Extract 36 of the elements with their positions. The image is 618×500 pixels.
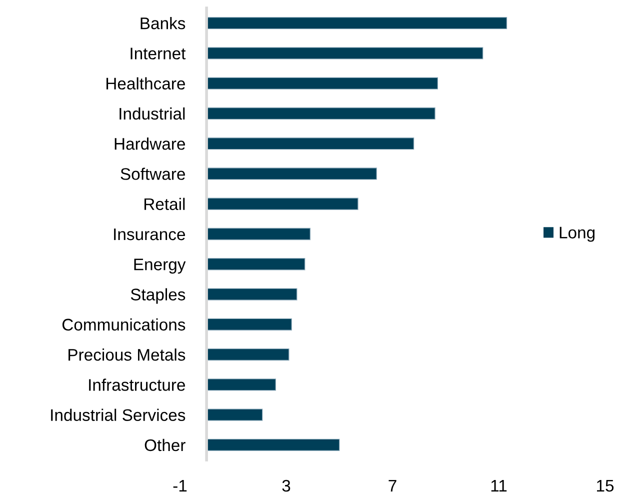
x-tick-label: 7	[388, 480, 396, 492]
x-tick-label: -1	[173, 480, 187, 492]
x-tick-label: 11	[491, 480, 507, 492]
bar	[206, 138, 414, 150]
y-tick-label: Staples	[130, 288, 186, 304]
bar	[206, 318, 292, 330]
y-tick-label: Other	[144, 438, 186, 452]
bar	[206, 107, 436, 120]
bar	[206, 16, 508, 30]
bar	[206, 228, 311, 240]
y-tick-label: Software	[120, 168, 185, 180]
bar	[206, 258, 306, 270]
y-tick-label: Industrial Services	[51, 408, 186, 422]
bar	[206, 378, 276, 391]
bar	[206, 288, 298, 300]
y-tick-label: Industrial	[120, 107, 185, 120]
y-tick-label: Energy	[134, 258, 186, 274]
bar	[206, 47, 484, 60]
y-tick-label: Precious Metals	[68, 348, 186, 361]
bar	[206, 408, 263, 421]
y-tick-label: Retail	[144, 198, 185, 210]
y-tick-label: Hardware	[114, 138, 185, 150]
y-tick-label: Infrastructure	[89, 378, 185, 391]
bar	[206, 77, 438, 90]
y-tick-label: Banks	[140, 17, 186, 30]
bar	[206, 198, 358, 210]
y-tick-label: Healthcare	[106, 77, 185, 90]
legend-label: Long	[560, 226, 595, 242]
bar	[206, 168, 377, 180]
y-tick-label: Communications	[62, 318, 186, 331]
bar	[206, 348, 290, 361]
y-tick-label: Internet	[130, 48, 186, 60]
bar	[206, 438, 340, 452]
y-tick-label: Insurance	[114, 228, 185, 240]
x-tick-label: 15	[597, 480, 614, 492]
x-tick-label: 3	[282, 480, 290, 492]
